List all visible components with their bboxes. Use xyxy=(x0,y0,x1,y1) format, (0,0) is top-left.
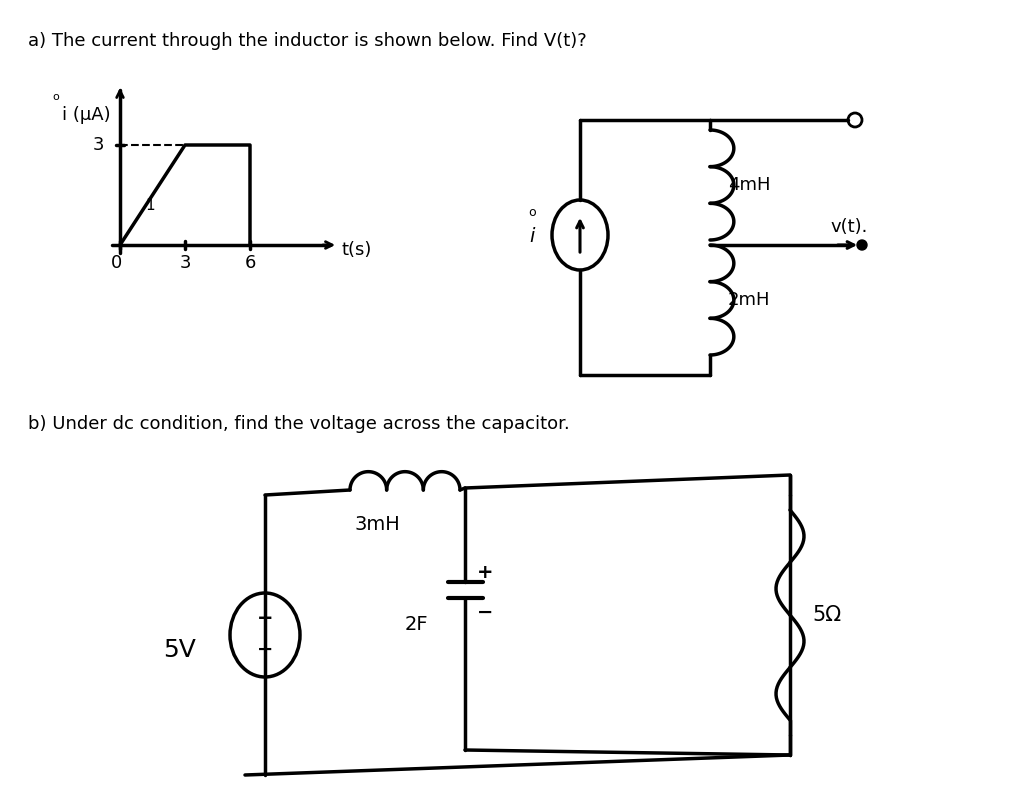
Text: −: − xyxy=(257,639,273,658)
Text: 3: 3 xyxy=(179,254,190,272)
Text: +: + xyxy=(477,563,494,581)
Text: 5V: 5V xyxy=(164,638,197,662)
Circle shape xyxy=(857,240,867,250)
Text: 0: 0 xyxy=(111,254,122,272)
Text: v(t).: v(t). xyxy=(830,218,867,236)
Text: 1: 1 xyxy=(145,197,155,212)
Text: +: + xyxy=(257,610,273,629)
Text: −: − xyxy=(477,603,494,622)
Text: a) The current through the inductor is shown below. Find V(t)?: a) The current through the inductor is s… xyxy=(28,32,587,50)
Text: 4mH: 4mH xyxy=(728,176,770,194)
Text: 3mH: 3mH xyxy=(355,515,400,534)
Text: i: i xyxy=(529,227,535,246)
Text: i (μA): i (μA) xyxy=(62,106,111,124)
Text: 2mH: 2mH xyxy=(728,291,770,309)
Text: b) Under dc condition, find the voltage across the capacitor.: b) Under dc condition, find the voltage … xyxy=(28,415,569,433)
Text: o: o xyxy=(528,207,536,219)
Text: 3: 3 xyxy=(92,136,103,154)
Text: o: o xyxy=(52,92,58,102)
Text: 6: 6 xyxy=(245,254,256,272)
Text: 5Ω: 5Ω xyxy=(812,605,841,625)
Text: 2F: 2F xyxy=(406,615,429,634)
Text: t(s): t(s) xyxy=(342,241,373,259)
